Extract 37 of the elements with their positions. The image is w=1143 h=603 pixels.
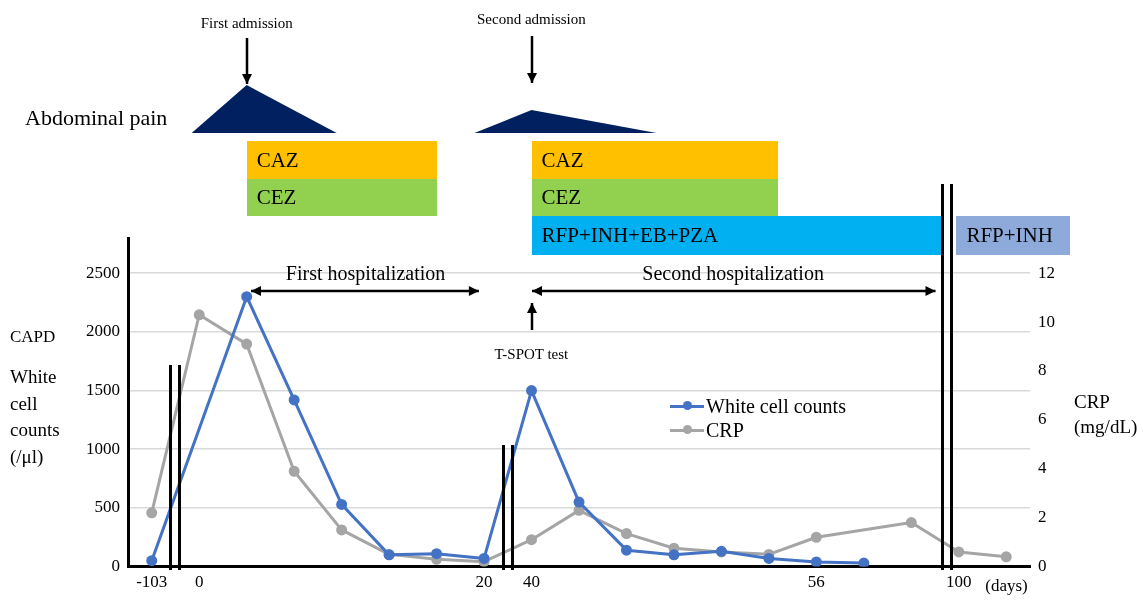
y2-tick-label: 6 bbox=[1038, 409, 1047, 429]
y2-tick-label: 0 bbox=[1038, 556, 1047, 576]
x-tick-label: 56 bbox=[807, 572, 825, 592]
text: Abdominal pain bbox=[25, 105, 168, 131]
annotation: First hospitalization bbox=[285, 262, 446, 284]
text: CAPD bbox=[10, 327, 56, 347]
x-tick-label: -103 bbox=[136, 572, 168, 592]
text: First admission bbox=[200, 15, 293, 32]
y2-tick-label: 2 bbox=[1038, 507, 1047, 527]
treatment-block: CEZ bbox=[246, 179, 437, 216]
treatment-block: RFP+INH+EB+PZA bbox=[531, 216, 941, 255]
x-axis-title: (days) bbox=[985, 575, 1028, 596]
annotation: T-SPOT test bbox=[494, 346, 569, 363]
y2-tick-label: 8 bbox=[1038, 360, 1047, 380]
legend-label: White cell counts bbox=[706, 394, 846, 418]
x-tick-label: 0 bbox=[194, 572, 204, 592]
y-tick-label: 2000 bbox=[86, 321, 120, 341]
y2-tick-label: 12 bbox=[1038, 262, 1055, 282]
legend-label: CRP bbox=[706, 418, 744, 442]
text: Second admission bbox=[477, 11, 586, 28]
annotation: Second hospitalization bbox=[642, 262, 824, 284]
treatment-block: CAZ bbox=[246, 141, 437, 179]
y-tick-label: 1500 bbox=[86, 380, 120, 400]
y-tick-label: 2500 bbox=[86, 262, 120, 282]
treatment-block: CEZ bbox=[531, 179, 779, 216]
treatment-block: CAZ bbox=[531, 141, 779, 179]
y-tick-label: 0 bbox=[111, 556, 120, 576]
x-tick-label: 20 bbox=[475, 572, 493, 592]
y2-tick-label: 10 bbox=[1038, 311, 1055, 331]
treatment-block: RFP+INH bbox=[956, 216, 1071, 255]
y2-axis-title: CRP (mg/dL) bbox=[1074, 390, 1139, 439]
y2-tick-label: 4 bbox=[1038, 458, 1047, 478]
y-tick-label: 1000 bbox=[86, 438, 120, 458]
y-tick-label: 500 bbox=[94, 497, 120, 517]
x-tick-label: 40 bbox=[523, 572, 541, 592]
x-tick-label: 100 bbox=[946, 572, 972, 592]
y-axis-title: White cell counts (/μl) bbox=[10, 365, 61, 469]
